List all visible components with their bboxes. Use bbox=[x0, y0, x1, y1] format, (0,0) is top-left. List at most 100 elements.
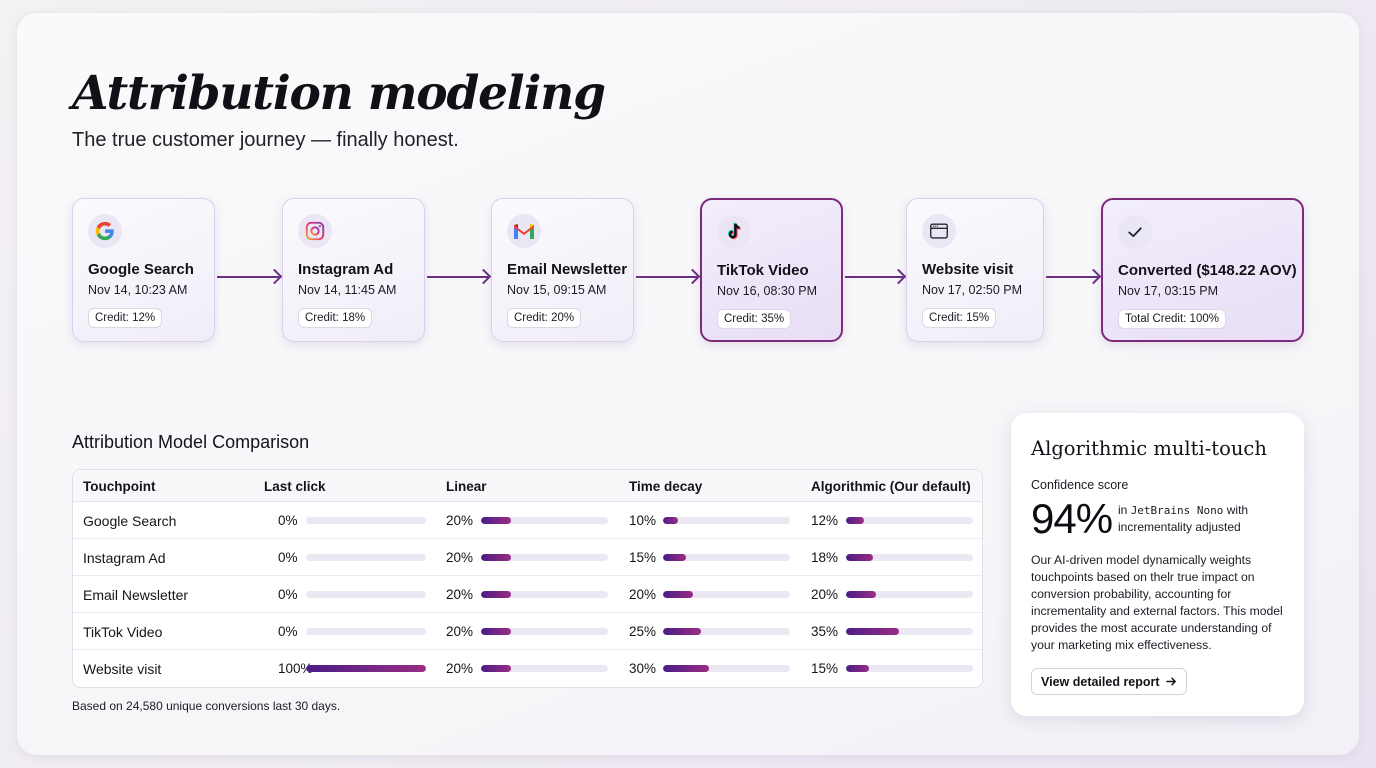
algorithmic-title: Algorithmic multi-touch bbox=[1031, 437, 1267, 460]
model-value: 20% bbox=[446, 513, 474, 528]
touchpoint-name: Google Search bbox=[83, 513, 177, 529]
comparison-title: Attribution Model Comparison bbox=[72, 432, 310, 452]
browser-window-icon bbox=[922, 214, 956, 248]
journey-node[interactable]: Instagram Ad Nov 14, 11:45 AM Credit: 18% bbox=[282, 198, 425, 342]
model-bar-track bbox=[306, 665, 426, 672]
page-title: Attribution modeling bbox=[72, 66, 606, 121]
model-value: 30% bbox=[629, 661, 657, 676]
model-bar-fill bbox=[663, 554, 686, 561]
table-header: Touchpoint Last click Linear Time decay … bbox=[73, 470, 982, 502]
google-icon bbox=[88, 214, 122, 248]
journey-node-name: Website visit bbox=[922, 261, 1014, 278]
journey-node[interactable]: TikTok Video Nov 16, 08:30 PM Credit: 35% bbox=[700, 198, 843, 342]
model-bar-track bbox=[481, 665, 608, 672]
journey-node[interactable]: Website visit Nov 17, 02:50 PM Credit: 15% bbox=[906, 198, 1044, 342]
model-bar-track bbox=[306, 554, 426, 561]
model-bar-track bbox=[663, 628, 790, 635]
journey-node[interactable]: Google Search Nov 14, 10:23 AM Credit: 12% bbox=[72, 198, 215, 342]
model-bar-fill bbox=[846, 517, 865, 524]
model-bar-track bbox=[846, 517, 973, 524]
model-bar-track bbox=[481, 517, 608, 524]
touchpoint-name: Instagram Ad bbox=[83, 550, 166, 566]
journey-node-name: Converted ($148.22 AOV) bbox=[1118, 262, 1297, 279]
journey-node-time: Nov 14, 11:45 AM bbox=[298, 283, 397, 297]
column-header-linear: Linear bbox=[446, 479, 487, 494]
touchpoint-name: Email Newsletter bbox=[83, 587, 189, 603]
model-value: 0% bbox=[278, 587, 298, 602]
algorithmic-panel: Algorithmic multi-touch Confidence score… bbox=[1011, 413, 1304, 716]
algorithmic-description: Our AI-driven model dynamically weights … bbox=[1031, 553, 1283, 652]
table-row: Instagram Ad 0% 20% 15% 18% bbox=[73, 539, 982, 576]
journey-node[interactable]: Email Newsletter Nov 15, 09:15 AM Credit: … bbox=[491, 198, 634, 342]
model-bar-fill bbox=[663, 591, 694, 598]
journey-node-time: Nov 15, 09:15 AM bbox=[507, 283, 607, 297]
model-bar-fill bbox=[663, 628, 702, 635]
model-bar-track bbox=[306, 591, 426, 598]
journey-arrow bbox=[217, 276, 279, 278]
note-line2: incrementality adjusted bbox=[1118, 520, 1241, 534]
model-bar-track bbox=[306, 517, 426, 524]
column-header-last-click: Last click bbox=[264, 479, 326, 494]
model-value: 20% bbox=[629, 587, 657, 602]
model-value: 0% bbox=[278, 513, 298, 528]
column-header-time-decay: Time decay bbox=[629, 479, 703, 494]
model-value: 12% bbox=[811, 513, 839, 528]
journey-node-credit-badge: Credit: 20% bbox=[507, 308, 582, 328]
comparison-table: Touchpoint Last click Linear Time decay … bbox=[72, 469, 983, 688]
model-value: 10% bbox=[629, 513, 657, 528]
journey-node-name: TikTok Video bbox=[717, 262, 809, 279]
model-bar-track bbox=[481, 554, 608, 561]
touchpoint-name: TikTok Video bbox=[83, 624, 163, 640]
model-bar-track bbox=[481, 628, 608, 635]
instagram-icon bbox=[298, 214, 332, 248]
journey-node-credit-badge: Credit: 18% bbox=[298, 308, 373, 328]
journey-node-time: Nov 17, 03:15 PM bbox=[1118, 284, 1219, 298]
journey-node-credit-badge: Total Credit: 100% bbox=[1118, 309, 1226, 329]
tiktok-icon bbox=[717, 215, 751, 249]
model-bar-fill bbox=[663, 517, 679, 524]
touchpoint-name: Website visit bbox=[83, 661, 162, 677]
journey-node-credit-badge: Credit: 15% bbox=[922, 308, 997, 328]
journey-node-time: Nov 17, 02:50 PM bbox=[922, 283, 1023, 297]
model-bar-fill bbox=[481, 665, 512, 672]
column-header-algorithmic: Algorithmic (Our default) bbox=[811, 479, 971, 494]
model-value: 0% bbox=[278, 550, 298, 565]
journey-node-name: Instagram Ad bbox=[298, 261, 394, 278]
model-value: 20% bbox=[446, 550, 474, 565]
journey-node-name: Google Search bbox=[88, 261, 194, 278]
model-bar-track bbox=[846, 554, 973, 561]
model-bar-fill bbox=[846, 591, 877, 598]
model-bar-track bbox=[306, 628, 426, 635]
view-detailed-report-button[interactable]: View detailed report bbox=[1031, 668, 1187, 695]
journey-arrow bbox=[427, 276, 488, 278]
view-detailed-report-label: View detailed report bbox=[1041, 674, 1160, 689]
checkmark-icon bbox=[1118, 215, 1152, 249]
model-bar-fill bbox=[846, 554, 874, 561]
footnote: Based on 24,580 unique conversions last … bbox=[72, 699, 341, 713]
model-value: 25% bbox=[629, 624, 657, 639]
model-value: 100% bbox=[278, 661, 313, 676]
journey-node-credit-badge: Credit: 35% bbox=[717, 309, 792, 329]
model-bar-track bbox=[663, 554, 790, 561]
model-value: 20% bbox=[811, 587, 839, 602]
confidence-note: in JetBrains Nono with incrementality ad… bbox=[1118, 502, 1248, 535]
journey-arrow bbox=[1046, 276, 1098, 278]
model-bar-fill bbox=[481, 591, 512, 598]
journey-node[interactable]: Converted ($148.22 AOV) Nov 17, 03:15 PM T… bbox=[1101, 198, 1304, 342]
journey-node-name: Email Newsletter bbox=[507, 261, 628, 278]
model-bar-fill bbox=[481, 517, 512, 524]
model-bar-track bbox=[663, 517, 790, 524]
table-body: Google Search 0% 20% 10% 12% Instagram Ad 0% 20… bbox=[73, 502, 982, 687]
table-row: TikTok Video 0% 20% 25% 35% bbox=[73, 613, 982, 650]
note-suffix: with bbox=[1226, 503, 1249, 517]
model-bar-track bbox=[846, 628, 973, 635]
model-bar-track bbox=[481, 591, 608, 598]
model-value: 18% bbox=[811, 550, 839, 565]
model-value: 20% bbox=[446, 661, 474, 676]
model-bar-track bbox=[663, 591, 790, 598]
model-bar-fill bbox=[481, 628, 512, 635]
model-value: 15% bbox=[811, 661, 839, 676]
note-prefix: in bbox=[1118, 503, 1128, 517]
model-value: 35% bbox=[811, 624, 839, 639]
table-row: Google Search 0% 20% 10% 12% bbox=[73, 502, 982, 539]
